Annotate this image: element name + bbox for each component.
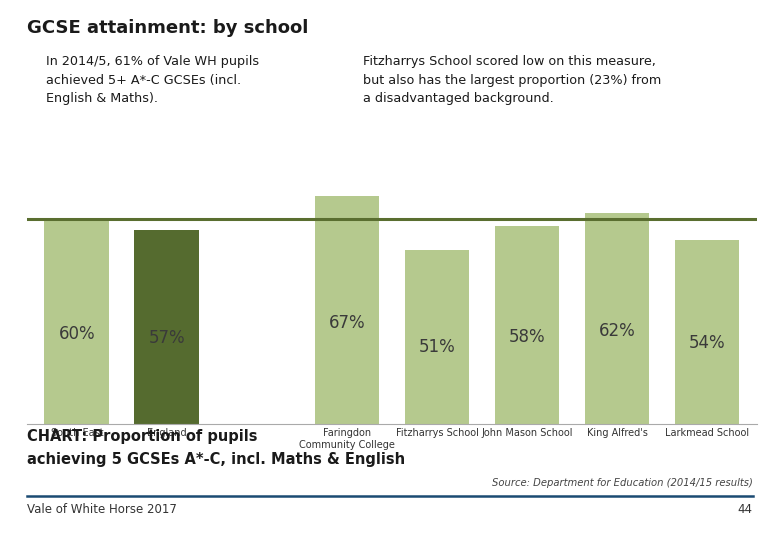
Text: Fitzharrys School scored low on this measure,
but also has the largest proportio: Fitzharrys School scored low on this mea…	[363, 55, 661, 105]
Bar	[44, 219, 109, 424]
Text: Source: Department for Education (2014/15 results): Source: Department for Education (2014/1…	[492, 478, 753, 488]
Bar	[675, 240, 739, 424]
Bar	[314, 195, 379, 424]
Text: 62%: 62%	[599, 322, 636, 340]
Bar	[495, 226, 559, 424]
Text: 58%: 58%	[509, 328, 545, 346]
Text: GCSE attainment: by school: GCSE attainment: by school	[27, 19, 309, 37]
Text: 51%: 51%	[419, 339, 456, 356]
Text: 54%: 54%	[689, 334, 725, 352]
Bar	[405, 250, 470, 424]
Text: Vale of White Horse 2017: Vale of White Horse 2017	[27, 503, 177, 516]
Text: In 2014/5, 61% of Vale WH pupils
achieved 5+ A*-C GCSEs (incl.
English & Maths).: In 2014/5, 61% of Vale WH pupils achieve…	[45, 55, 259, 105]
Bar	[585, 213, 650, 424]
Text: 44: 44	[738, 503, 753, 516]
Text: 67%: 67%	[328, 314, 365, 333]
Bar	[134, 230, 199, 424]
Text: 60%: 60%	[58, 325, 95, 343]
Text: CHART: Proportion of pupils: CHART: Proportion of pupils	[27, 429, 258, 444]
Text: 57%: 57%	[148, 329, 185, 347]
Text: achieving 5 GCSEs A*-C, incl. Maths & English: achieving 5 GCSEs A*-C, incl. Maths & En…	[27, 452, 406, 467]
